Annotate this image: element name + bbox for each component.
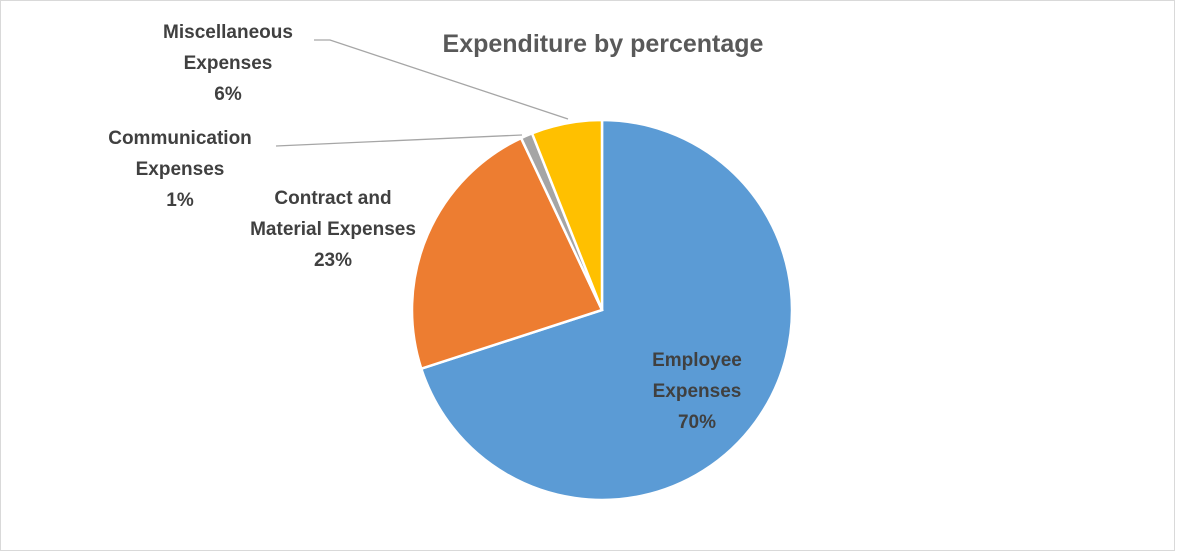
pie-slices [410,118,794,502]
data-label-employee-expenses: Employee Expenses 70% [652,350,742,433]
leader-line-communication-expenses [275,134,523,147]
pie-slice-employee-expenses [419,118,794,502]
data-label-communication-expenses: Communication Expenses 1% [108,128,252,211]
data-label-contract-and-material-expenses: Contract and Material Expenses 23% [250,188,416,271]
data-labels: Employee Expenses 70% Contract and Material … [108,22,742,433]
leader-lines [275,39,569,147]
pie-slice-contract-and-material-expenses [410,136,604,371]
data-label-miscellaneous-expenses: Miscellaneous Expenses 6% [163,22,293,105]
leader-line-miscellaneous-expenses [314,39,569,120]
chart-title: Expenditure by percentage [443,30,764,58]
pie-slice-miscellaneous-expenses [530,118,604,311]
